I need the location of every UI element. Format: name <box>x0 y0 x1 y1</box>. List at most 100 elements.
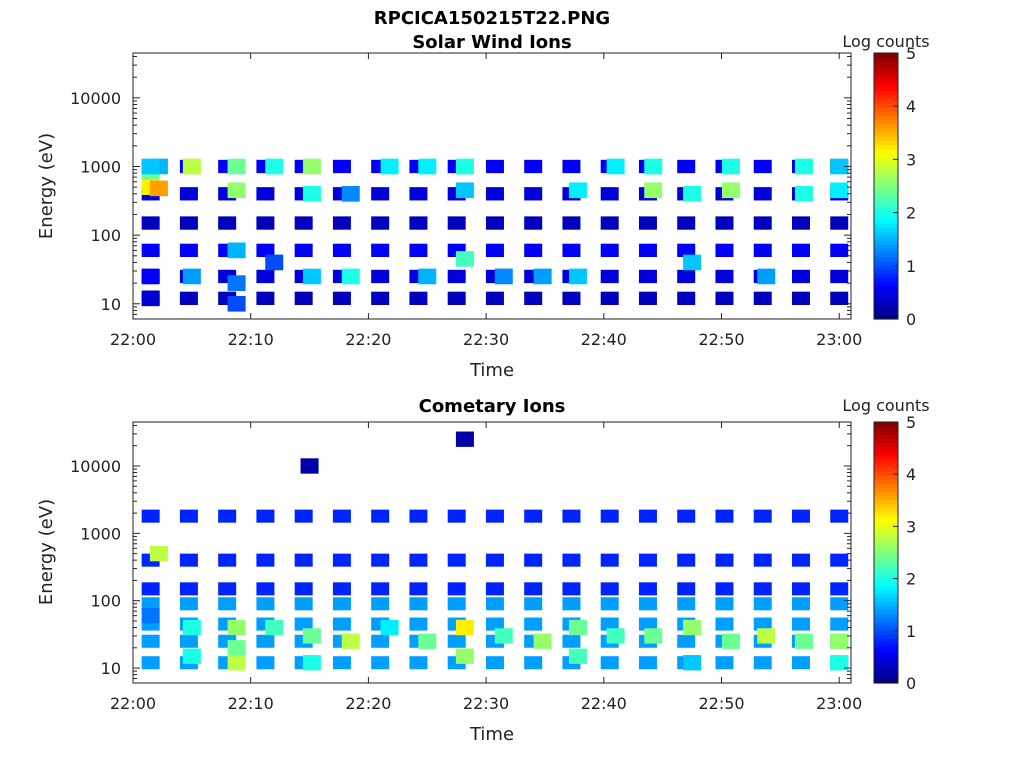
y-tick-label: 100 <box>90 226 121 245</box>
background-cell <box>371 656 390 670</box>
x-tick-label: 22:30 <box>463 330 509 349</box>
heatmap-cell <box>341 633 360 649</box>
background-cell <box>485 553 504 567</box>
background-cell <box>371 243 390 258</box>
background-cell <box>791 509 810 523</box>
colorbar-segment <box>874 194 898 200</box>
colorbar-segment <box>874 215 898 220</box>
heatmap-cell <box>455 182 474 199</box>
colorbar-segment <box>874 601 898 607</box>
colorbar-segment <box>874 646 898 651</box>
heatmap-cell <box>830 158 849 175</box>
colorbar-segment <box>874 169 898 175</box>
background-cell <box>715 597 734 611</box>
background-cell <box>677 291 696 305</box>
colorbar-segment <box>874 285 898 291</box>
x-ticks: 22:00 22:10 22:20 22:30 22:40 22:50 23:00 <box>110 422 862 713</box>
background-cell <box>600 509 619 523</box>
background-cell <box>600 617 619 631</box>
background-cell <box>524 553 543 567</box>
x-tick-label: 23:00 <box>816 330 862 349</box>
background-cell <box>371 291 390 305</box>
heatmap-cell <box>568 268 587 285</box>
background-cell <box>485 582 504 596</box>
colorbar-segment <box>874 152 898 158</box>
background-cell <box>332 216 351 230</box>
colorbar-segment <box>874 244 898 249</box>
colorbar-segment <box>874 219 898 225</box>
colorbar-segment <box>874 503 898 509</box>
colorbar-segment <box>874 528 898 533</box>
y-tick-label: 10000 <box>70 89 121 108</box>
colorbar-segment <box>874 589 898 594</box>
background-cell <box>447 634 466 648</box>
heatmap-cell <box>380 158 399 175</box>
colorbar-segment <box>874 144 898 150</box>
background-cell <box>141 656 160 670</box>
heatmap-cell <box>149 545 168 562</box>
colorbar-segment <box>874 140 898 146</box>
background-cell <box>485 243 504 258</box>
colorbar-tick-label: 1 <box>906 257 916 276</box>
background-cell <box>638 582 657 596</box>
colorbar-segment <box>874 479 898 484</box>
colorbar-segment <box>874 177 898 183</box>
cometary-panel: Cometary Ions 22:00 22:10 22:20 22:30 22:40 2… <box>36 396 930 745</box>
background-cell <box>485 509 504 523</box>
heatmap-cell <box>141 290 160 307</box>
background-cell <box>753 582 772 596</box>
background-cell <box>294 582 313 596</box>
colorbar-segment <box>874 634 898 639</box>
colorbar-segment <box>874 654 898 660</box>
heatmap-cell <box>227 242 246 259</box>
heatmap-cell <box>721 633 740 649</box>
background-cell <box>753 216 772 230</box>
background-cell <box>332 617 351 631</box>
heatmap-cell <box>533 268 552 285</box>
background-cell <box>791 617 810 631</box>
colorbar-segment <box>874 532 898 537</box>
colorbar-segment <box>874 82 898 87</box>
colorbar-segment <box>874 119 898 125</box>
y-tick-label: 1000 <box>80 157 121 176</box>
colorbar-segment <box>874 495 898 501</box>
colorbar-segment <box>874 576 898 582</box>
panel-title: Cometary Ions <box>419 396 566 417</box>
heatmap-cell <box>182 158 201 175</box>
x-tick-label: 22:50 <box>698 330 744 349</box>
heatmap-cell <box>721 158 740 175</box>
background-cell <box>179 243 198 258</box>
colorbar-segment <box>874 613 898 619</box>
background-cell <box>141 243 160 258</box>
colorbar-tick-label: 5 <box>906 413 916 432</box>
colorbar-segment <box>874 302 898 308</box>
heatmap-cell <box>341 185 360 202</box>
background-cell <box>447 269 466 284</box>
colorbar-segment <box>874 515 898 521</box>
background-cell <box>409 187 428 201</box>
background-cell <box>485 216 504 230</box>
background-cell <box>830 597 849 611</box>
colorbar-segment <box>874 273 898 279</box>
colorbar-segment <box>874 57 898 62</box>
colorbar-segment <box>874 458 898 464</box>
background-cell <box>256 634 275 648</box>
colorbar-segment <box>874 73 898 79</box>
colorbar-segment <box>874 666 898 672</box>
background-cell <box>256 291 275 305</box>
heatmap-cell <box>418 633 437 649</box>
heatmap-cell <box>455 251 474 267</box>
background-cell <box>753 553 772 567</box>
background-cell <box>600 216 619 230</box>
colorbar-frame <box>873 52 899 320</box>
background-cell <box>753 597 772 611</box>
colorbar-segment <box>874 430 898 435</box>
colorbar-segment <box>874 658 898 664</box>
background-cell <box>332 656 351 670</box>
heatmap-cell <box>757 268 776 285</box>
colorbar-segment <box>874 519 898 525</box>
plot-frame <box>132 52 852 320</box>
colorbar-segment <box>874 107 898 112</box>
background-cell <box>179 216 198 230</box>
colorbar-segment <box>874 434 898 439</box>
